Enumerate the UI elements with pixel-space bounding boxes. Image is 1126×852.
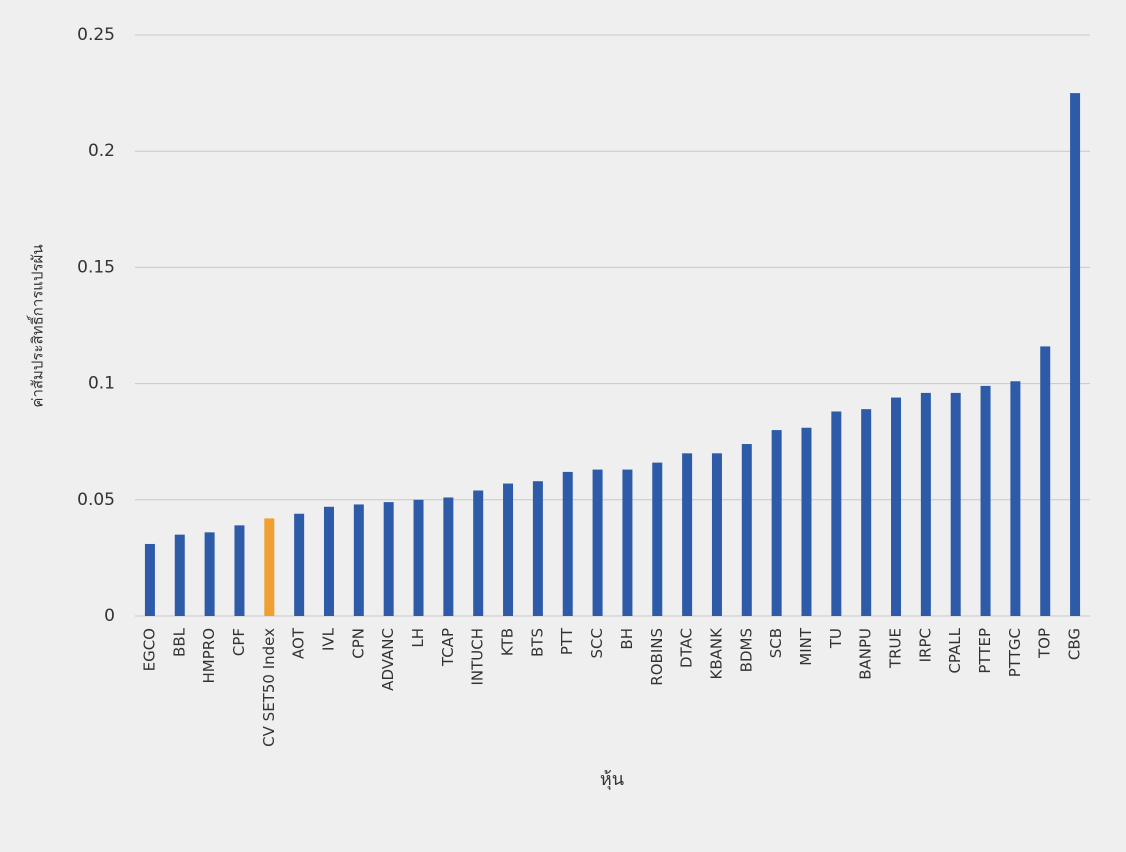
bar xyxy=(353,504,364,616)
bar xyxy=(473,490,484,616)
x-tick-label: BH xyxy=(618,628,636,650)
x-tick-label: BBL xyxy=(170,627,188,657)
y-tick-label: 0 xyxy=(104,606,115,626)
x-tick-label: INTUCH xyxy=(469,628,487,686)
x-tick-label: TOP xyxy=(1036,628,1054,659)
bar xyxy=(831,411,842,616)
x-tick-label: KBANK xyxy=(707,627,725,680)
y-tick-label: 0.1 xyxy=(88,374,115,394)
x-tick-label: PTT xyxy=(558,627,576,655)
bar xyxy=(980,385,991,616)
bar xyxy=(174,534,185,616)
bar xyxy=(532,481,543,616)
bar xyxy=(503,483,514,616)
bar xyxy=(413,499,424,616)
x-tick-label: CPN xyxy=(349,628,367,659)
bar xyxy=(771,430,782,616)
x-axis-label: หุ้น xyxy=(600,769,624,790)
x-tick-label: IRPC xyxy=(916,628,934,662)
bar xyxy=(562,471,573,616)
bar xyxy=(323,506,334,616)
bar xyxy=(801,427,812,616)
x-tick-label: AOT xyxy=(290,627,308,659)
bar xyxy=(1070,93,1081,617)
x-tick-label: ADVANC xyxy=(379,628,397,691)
x-tick-label: CBG xyxy=(1066,628,1084,660)
x-tick-label: TU xyxy=(827,628,845,649)
x-tick-label: CPF xyxy=(230,628,248,656)
y-tick-label: 0.25 xyxy=(77,25,115,45)
bar xyxy=(920,392,931,616)
bar xyxy=(861,409,872,616)
bar xyxy=(1040,346,1051,616)
x-tick-label: TRUE xyxy=(887,628,905,669)
x-tick-label: MINT xyxy=(797,627,815,666)
y-tick-label: 0.15 xyxy=(77,257,115,277)
bar xyxy=(950,392,961,616)
bar xyxy=(682,453,693,616)
x-tick-label: BDMS xyxy=(737,628,755,672)
bar xyxy=(741,444,752,616)
x-tick-label: LH xyxy=(409,628,427,648)
bar xyxy=(383,502,394,616)
bar xyxy=(592,469,603,616)
bar xyxy=(443,497,454,616)
x-tick-label: BTS xyxy=(528,628,546,657)
x-tick-label: ROBINS xyxy=(648,628,666,686)
x-tick-label: SCB xyxy=(767,628,785,658)
bar xyxy=(144,543,155,616)
y-axis-label: ค่าสัมประสิทธิ์การแปรผัน xyxy=(27,244,47,407)
x-tick-label: KTB xyxy=(499,628,517,656)
bar xyxy=(711,453,722,616)
y-tick-label: 0.2 xyxy=(88,141,115,161)
x-tick-label: PTTEP xyxy=(976,628,994,674)
bar xyxy=(294,513,305,616)
bar xyxy=(264,518,275,616)
bar xyxy=(622,469,633,616)
x-tick-label: HMPRO xyxy=(200,628,218,684)
x-tick-label: BANPU xyxy=(857,628,875,680)
x-tick-label: CV SET50 Index xyxy=(260,628,278,747)
x-tick-label: CPALL xyxy=(946,627,964,673)
x-tick-label: TCAP xyxy=(439,628,457,667)
x-tick-label: DTAC xyxy=(678,628,696,668)
bar xyxy=(652,462,663,616)
x-tick-label: PTTGC xyxy=(1006,628,1024,677)
bar xyxy=(1010,381,1021,616)
x-tick-label: EGCO xyxy=(140,628,158,671)
bar xyxy=(204,532,215,616)
x-tick-label: SCC xyxy=(588,628,606,658)
bar xyxy=(234,525,245,616)
y-tick-label: 0.05 xyxy=(77,490,115,510)
bar xyxy=(891,397,902,616)
x-tick-label: IVL xyxy=(319,627,337,651)
